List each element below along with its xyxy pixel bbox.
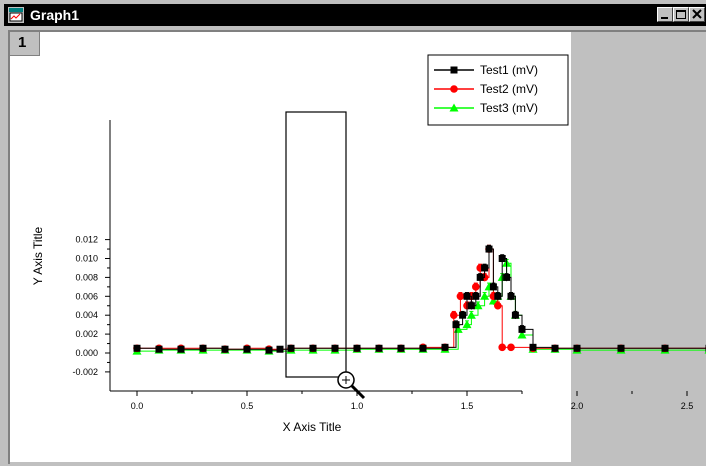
- close-button[interactable]: [689, 7, 705, 22]
- layer-1-tab[interactable]: 1: [10, 32, 40, 56]
- title-bar[interactable]: Graph1: [4, 4, 706, 26]
- graph-page[interactable]: [10, 32, 571, 462]
- minimize-icon: [661, 17, 668, 19]
- layer-number: 1: [18, 34, 27, 51]
- graph-window-icon: [8, 7, 24, 23]
- maximize-icon: [676, 10, 686, 19]
- maximize-button[interactable]: [673, 7, 689, 22]
- close-icon: [692, 9, 702, 19]
- minimize-button[interactable]: [657, 7, 673, 22]
- window-title: Graph1: [30, 7, 80, 23]
- page-outside-area: [571, 32, 706, 462]
